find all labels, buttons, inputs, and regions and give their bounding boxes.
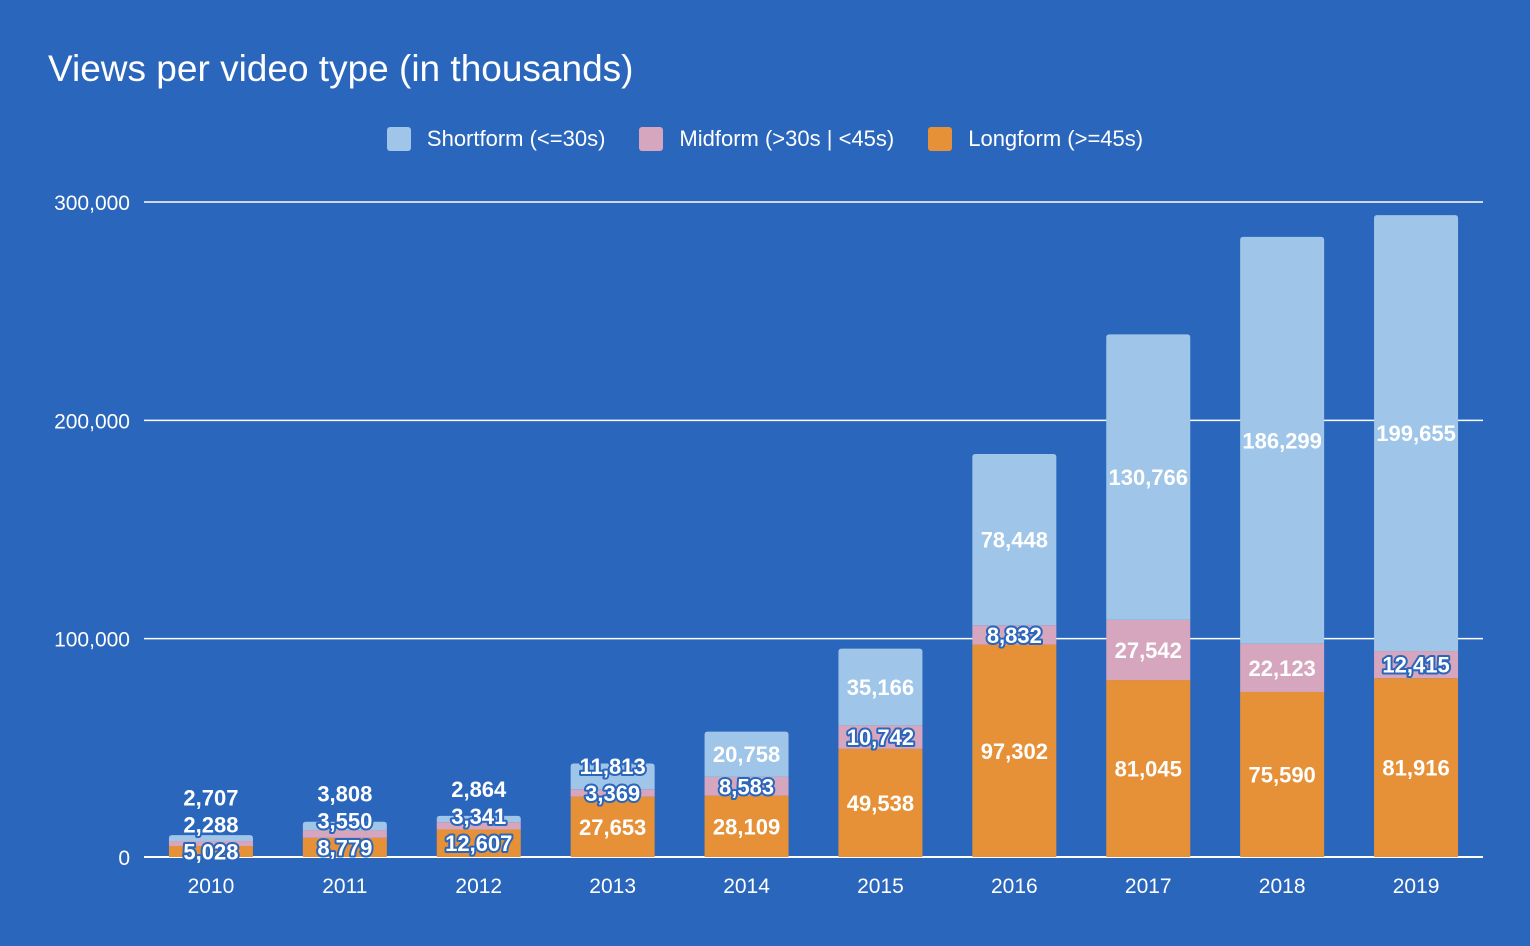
bars — [168, 215, 1459, 857]
data-label-2012-2: 2,864 — [451, 777, 507, 802]
bar-2012-0[interactable] — [436, 829, 521, 857]
bar-2016-2[interactable] — [972, 453, 1057, 626]
legend: Shortform (<=30s) Midform (>30s | <45s) … — [0, 126, 1530, 152]
data-label-2018-1: 22,123 — [1249, 656, 1316, 681]
bar-2013-2[interactable] — [570, 763, 655, 790]
data-label-2016-1: 8,832 — [987, 623, 1042, 648]
x-tick-label: 2016 — [991, 875, 1038, 898]
chart-title: Views per video type (in thousands) — [48, 48, 634, 89]
data-label-2018-0: 75,590 — [1249, 762, 1316, 787]
legend-swatch-shortform — [386, 127, 411, 151]
data-label-2019-2: 199,655 — [1376, 421, 1456, 446]
y-tick-label: 300,000 — [54, 192, 130, 215]
bar-2018-1[interactable] — [1240, 643, 1325, 692]
x-axis-ticks: 2010 2011 2012 2013 2014 2015 2016 2017 2018 2019 — [188, 875, 1440, 898]
legend-label-midform: Midform (>30s | <45s) — [679, 126, 895, 151]
data-label-2015-2: 35,166 — [847, 675, 914, 700]
bar-2015-1[interactable] — [838, 725, 923, 749]
y-tick-label: 200,000 — [54, 410, 130, 433]
data-label-2019-0: 81,916 — [1382, 756, 1449, 781]
data-label-2017-0: 81,045 — [1115, 757, 1182, 782]
bar-2016-1[interactable] — [972, 625, 1057, 645]
data-label-2011-1: 3,550 — [317, 808, 372, 833]
y-tick-label: 0 — [118, 847, 130, 870]
data-label-2014-1: 8,583 — [719, 774, 774, 799]
data-label-2012-1: 3,341 — [451, 804, 506, 829]
bar-2015-2[interactable] — [838, 648, 923, 726]
data-label-2017-1: 27,542 — [1115, 638, 1182, 663]
bar-2019-1[interactable] — [1374, 651, 1459, 679]
legend-swatch-longform — [928, 127, 953, 151]
bar-2010-1[interactable] — [168, 841, 253, 847]
bar-2018-0[interactable] — [1240, 691, 1325, 857]
data-label-2016-2: 78,448 — [981, 528, 1048, 553]
bar-2010-2[interactable] — [168, 835, 253, 842]
bar-2014-2[interactable] — [704, 731, 789, 777]
bar-2017-0[interactable] — [1106, 680, 1191, 857]
bar-2013-1[interactable] — [570, 789, 655, 797]
x-tick-label: 2017 — [1125, 875, 1172, 898]
data-label-2017-2: 130,766 — [1108, 465, 1188, 490]
data-label-2019-1: 12,415 — [1382, 653, 1449, 678]
legend-item-longform[interactable]: Longform (>=45s) — [928, 126, 1143, 152]
bar-2011-0[interactable] — [302, 837, 387, 857]
bar-2019-2[interactable] — [1374, 215, 1459, 652]
data-label-2011-2: 3,808 — [317, 781, 372, 806]
x-tick-label: 2011 — [322, 875, 367, 898]
data-label-2013-1: 3,369 — [585, 781, 640, 806]
bar-2014-0[interactable] — [704, 795, 789, 857]
x-tick-label: 2015 — [857, 875, 904, 898]
x-tick-label: 2018 — [1259, 875, 1306, 898]
x-tick-label: 2014 — [723, 875, 770, 898]
legend-item-midform[interactable]: Midform (>30s | <45s) — [639, 126, 894, 152]
legend-item-shortform[interactable]: Shortform (<=30s) — [386, 126, 606, 152]
x-tick-label: 2012 — [455, 875, 502, 898]
data-label-2011-0: 8,779 — [317, 835, 372, 860]
bar-2014-1[interactable] — [704, 776, 789, 796]
legend-swatch-midform — [639, 127, 664, 151]
data-label-2014-2: 20,758 — [713, 742, 780, 767]
y-axis-ticks: 0 100,000 200,000 300,000 — [54, 192, 130, 870]
bar-2017-1[interactable] — [1106, 619, 1191, 681]
data-label-2014-0: 28,109 — [713, 814, 780, 839]
data-label-2016-0: 97,302 — [981, 739, 1048, 764]
bar-2011-2[interactable] — [302, 821, 387, 831]
bar-2016-0[interactable] — [972, 644, 1057, 857]
bar-2012-2[interactable] — [436, 815, 521, 823]
y-tick-label: 100,000 — [54, 629, 130, 652]
data-label-2018-2: 186,299 — [1242, 428, 1322, 453]
x-tick-label: 2013 — [589, 875, 636, 898]
bar-2012-1[interactable] — [436, 822, 521, 830]
x-tick-label: 2010 — [188, 875, 235, 898]
bar-2019-0[interactable] — [1374, 678, 1459, 857]
data-label-2015-0: 49,538 — [847, 791, 914, 816]
data-label-2010-1: 2,288 — [183, 813, 238, 838]
bar-2011-1[interactable] — [302, 830, 387, 838]
bar-2015-0[interactable] — [838, 748, 923, 857]
bar-2018-2[interactable] — [1240, 236, 1325, 644]
data-label-2015-1: 10,742 — [847, 725, 914, 750]
bar-2013-0[interactable] — [570, 796, 655, 857]
legend-label-longform: Longform (>=45s) — [968, 126, 1144, 151]
bar-2010-0[interactable] — [168, 846, 253, 857]
legend-label-shortform: Shortform (<=30s) — [426, 126, 606, 151]
x-tick-label: 2019 — [1393, 875, 1440, 898]
data-label-2010-2: 2,707 — [183, 786, 238, 811]
data-label-2010-0: 5,028 — [183, 840, 238, 865]
data-label-2013-2: 11,813 — [580, 754, 646, 779]
data-label-2012-0: 12,607 — [445, 831, 512, 856]
bar-2017-2[interactable] — [1106, 334, 1191, 620]
data-label-2013-0: 27,653 — [579, 815, 646, 840]
